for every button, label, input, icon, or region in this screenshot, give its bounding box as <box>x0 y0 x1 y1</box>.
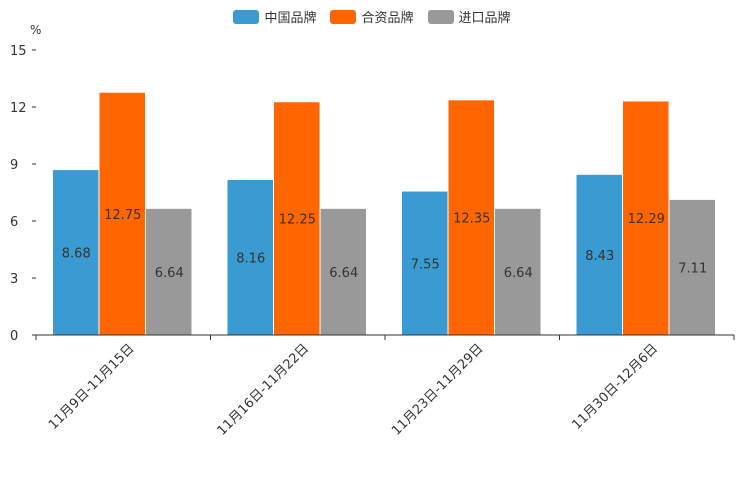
bar-value-label: 8.43 <box>585 249 614 264</box>
y-tick-label: 6 <box>10 215 18 230</box>
legend-label-joint: 合资品牌 <box>361 11 414 26</box>
bar-value-label: 8.16 <box>236 251 265 266</box>
bar <box>53 170 99 335</box>
y-axis: 0 3 6 9 12 15 <box>10 44 36 344</box>
bar <box>146 208 192 335</box>
bar <box>99 92 145 335</box>
bar <box>227 179 273 335</box>
y-tick-label: 0 <box>10 329 18 344</box>
legend-item-import[interactable]: 进口品牌 <box>427 7 511 26</box>
bar-value-label: 12.29 <box>628 212 665 227</box>
bar <box>495 208 541 335</box>
x-tick-label: 11月23日-11月29日 <box>389 341 486 438</box>
bar <box>576 174 622 335</box>
bar-value-label: 12.25 <box>279 213 316 228</box>
y-tick-label: 15 <box>10 44 27 59</box>
bar <box>320 208 366 335</box>
bar <box>669 199 715 335</box>
bar <box>448 100 494 335</box>
legend: 中国品牌 合资品牌 进口品牌 <box>0 7 744 26</box>
legend-item-china[interactable]: 中国品牌 <box>233 7 316 26</box>
bars-group: 8.68 12.75 6.64 8.16 12.25 6.64 7.55 12.35 6.64 8… <box>53 92 715 336</box>
bar-value-label: 6.64 <box>155 266 184 281</box>
x-tick-label: 11月9日-11月15日 <box>46 341 138 433</box>
bar-value-label: 12.75 <box>104 208 141 223</box>
bar <box>623 101 669 336</box>
bar-value-label: 12.35 <box>453 212 490 227</box>
x-tick-label: 11月16日-11月22日 <box>215 341 312 438</box>
legend-swatch-joint <box>330 9 357 24</box>
bar-value-label: 7.11 <box>678 261 707 276</box>
bar-value-label: 8.68 <box>62 247 91 262</box>
legend-swatch-import <box>427 9 454 24</box>
bar <box>402 191 448 335</box>
x-axis: 11月9日-11月15日 11月16日-11月22日 11月23日-11月29日 11… <box>35 334 735 439</box>
bar-value-label: 7.55 <box>411 257 440 272</box>
bar-value-label: 6.64 <box>329 266 358 281</box>
x-tick-label: 11月30日-12月6日 <box>569 341 661 433</box>
legend-swatch-china <box>233 9 260 24</box>
bar-value-label: 6.64 <box>504 266 533 281</box>
bar <box>274 102 320 335</box>
y-tick-label: 9 <box>10 158 18 173</box>
y-axis-unit: % <box>30 23 41 37</box>
legend-label-import: 进口品牌 <box>458 11 511 26</box>
y-tick-label: 3 <box>10 272 18 287</box>
y-tick-label: 12 <box>10 101 27 116</box>
legend-item-joint[interactable]: 合资品牌 <box>330 7 414 26</box>
legend-label-china: 中国品牌 <box>264 11 317 26</box>
